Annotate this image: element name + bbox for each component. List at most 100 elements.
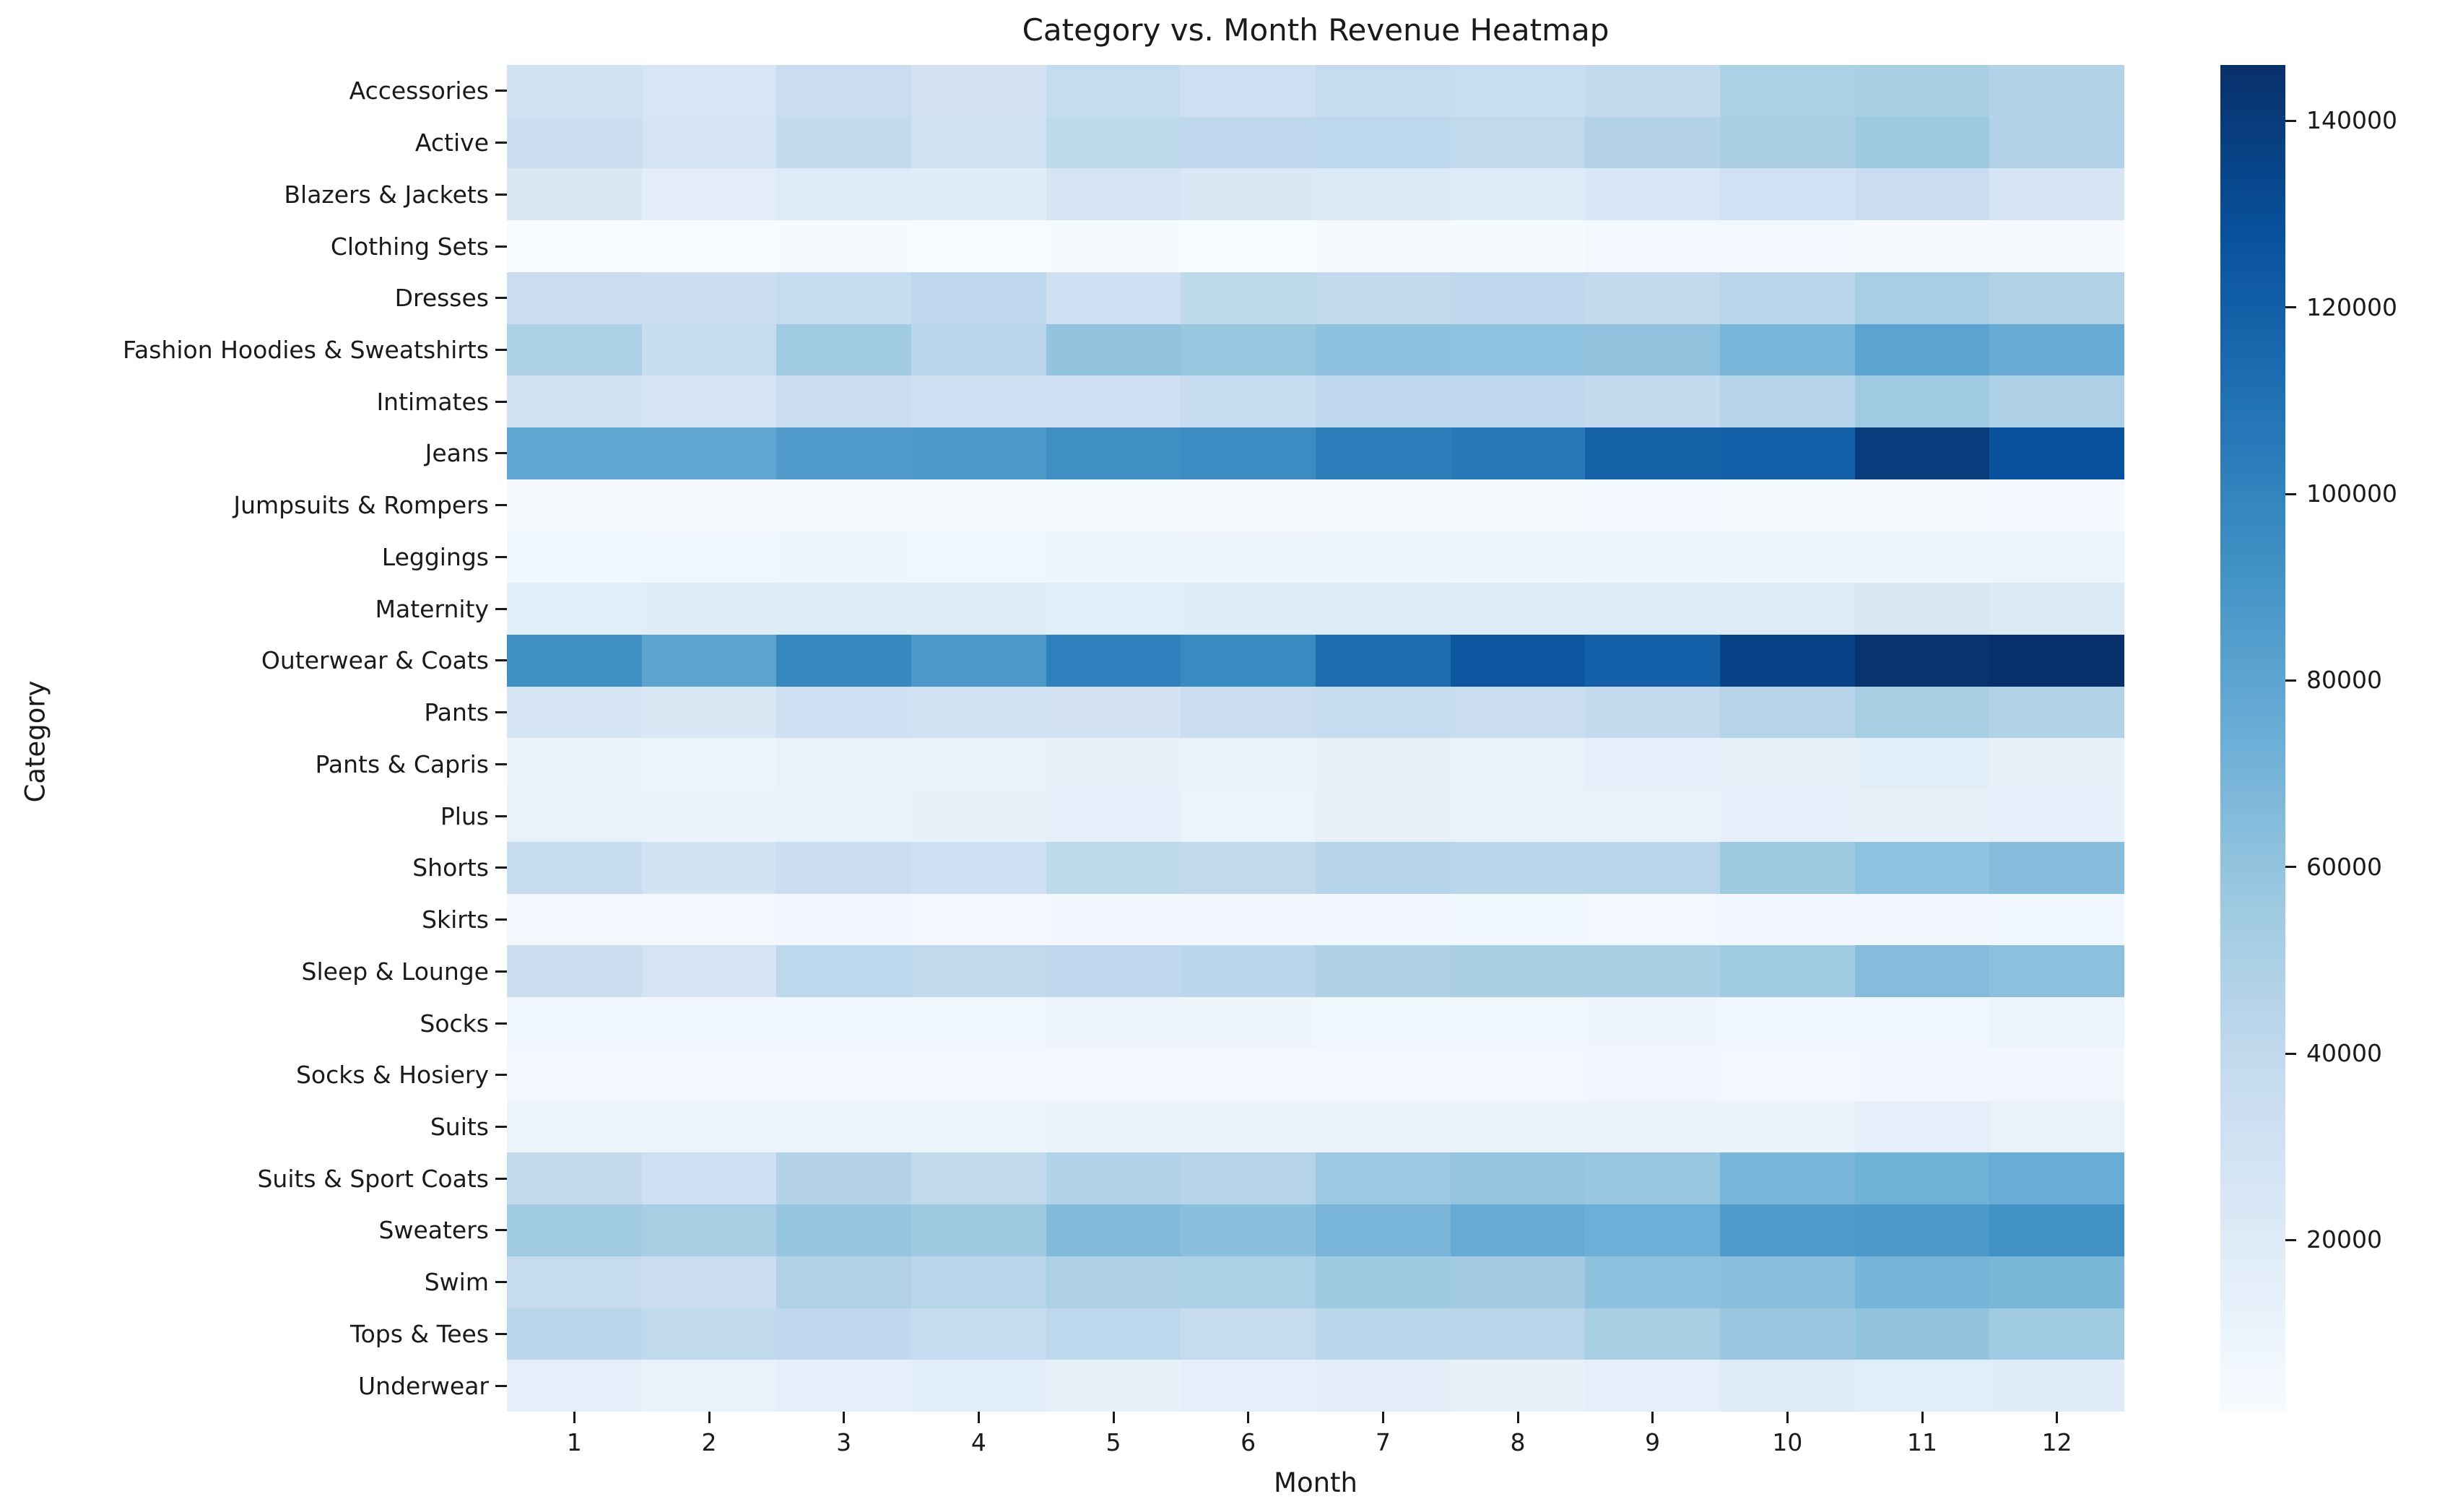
- heatmap-cell: [911, 1256, 1046, 1308]
- heatmap-cell: [1450, 1100, 1586, 1153]
- heatmap-cell: [1585, 1308, 1720, 1360]
- heatmap-cell: [507, 1308, 642, 1360]
- heatmap-cell: [776, 375, 911, 428]
- heatmap-cell: [1585, 168, 1720, 221]
- heatmap-cell: [1585, 116, 1720, 169]
- colorbar-tick-mark: [2285, 119, 2296, 122]
- heatmap-cell: [1854, 220, 1990, 272]
- heatmap-cell: [1989, 635, 2124, 687]
- heatmap-cell: [1046, 220, 1181, 272]
- heatmap-cell: [641, 323, 777, 376]
- heatmap-cell: [1046, 790, 1181, 842]
- colorbar-tick-label: 80000: [2306, 666, 2382, 695]
- y-tick-label: Intimates: [376, 387, 489, 416]
- chart-title: Category vs. Month Revenue Heatmap: [1022, 12, 1610, 48]
- y-tick-label: Clothing Sets: [330, 232, 489, 261]
- heatmap-cell: [1720, 65, 1855, 117]
- heatmap-cell: [1450, 997, 1586, 1049]
- heatmap-cell: [776, 427, 911, 479]
- heatmap-cell: [507, 997, 642, 1049]
- heatmap-cell: [1720, 1360, 1855, 1412]
- heatmap-cell: [1181, 479, 1316, 531]
- heatmap-cell: [1316, 738, 1451, 791]
- heatmap-cell: [911, 1308, 1046, 1360]
- y-tick-mark: [495, 762, 507, 765]
- heatmap-cell: [1046, 1204, 1181, 1256]
- heatmap-cell: [1181, 65, 1316, 117]
- heatmap-cell: [1854, 583, 1990, 635]
- heatmap-cell: [1585, 1360, 1720, 1412]
- heatmap-cell: [1046, 945, 1181, 998]
- heatmap-cell: [1450, 1308, 1586, 1360]
- y-tick-mark: [495, 1074, 507, 1077]
- colorbar-tick-label: 20000: [2306, 1225, 2382, 1254]
- heatmap-cell: [911, 738, 1046, 791]
- y-tick-mark: [495, 504, 507, 507]
- colorbar-tick-mark: [2285, 492, 2296, 495]
- heatmap-cell: [1316, 65, 1451, 117]
- heatmap-cell: [1989, 116, 2124, 169]
- heatmap-cell: [1854, 65, 1990, 117]
- heatmap-cell: [1720, 790, 1855, 842]
- heatmap-cell: [776, 323, 911, 376]
- heatmap-cell: [1181, 323, 1316, 376]
- heatmap-cell: [911, 220, 1046, 272]
- heatmap-cell: [1181, 1100, 1316, 1153]
- heatmap-cell: [1181, 997, 1316, 1049]
- heatmap-cell: [1720, 686, 1855, 739]
- heatmap-cell: [1316, 220, 1451, 272]
- x-tick-mark: [1381, 1412, 1384, 1423]
- heatmap-cell: [1450, 1360, 1586, 1412]
- heatmap-cell: [507, 790, 642, 842]
- heatmap-cell: [911, 479, 1046, 531]
- heatmap-cell: [1854, 531, 1990, 583]
- heatmap-cell: [1989, 997, 2124, 1049]
- heatmap-cell: [641, 220, 777, 272]
- heatmap-cell: [776, 271, 911, 324]
- heatmap-cell: [1989, 790, 2124, 842]
- heatmap-cell: [1854, 323, 1990, 376]
- heatmap-cell: [1854, 635, 1990, 687]
- heatmap-cell: [1046, 1100, 1181, 1153]
- x-tick-label: 8: [1510, 1428, 1526, 1456]
- y-tick-mark: [495, 1229, 507, 1232]
- y-tick-label: Fashion Hoodies & Sweatshirts: [123, 336, 489, 365]
- x-tick-label: 12: [2041, 1428, 2072, 1456]
- heatmap-cell: [1316, 1360, 1451, 1412]
- heatmap-cell: [1046, 635, 1181, 687]
- heatmap-cell: [1585, 635, 1720, 687]
- heatmap-cell: [507, 271, 642, 324]
- heatmap-cell: [1854, 686, 1990, 739]
- heatmap-cell: [507, 1152, 642, 1205]
- heatmap-cell: [1585, 427, 1720, 479]
- heatmap-cell: [507, 635, 642, 687]
- heatmap-cell: [641, 1048, 777, 1101]
- heatmap-cell: [1720, 1152, 1855, 1205]
- heatmap-cell: [1316, 427, 1451, 479]
- heatmap-cell: [507, 1256, 642, 1308]
- heatmap-cell: [1316, 893, 1451, 946]
- y-tick-mark: [495, 349, 507, 352]
- heatmap-cell: [1316, 1204, 1451, 1256]
- y-axis-title: Category: [19, 680, 51, 803]
- heatmap-cell: [1450, 531, 1586, 583]
- heatmap-cell: [1181, 168, 1316, 221]
- heatmap-cell: [911, 116, 1046, 169]
- heatmap-cell: [1181, 1048, 1316, 1101]
- heatmap-cell: [776, 790, 911, 842]
- heatmap-cell: [1720, 945, 1855, 998]
- heatmap-cell: [1316, 323, 1451, 376]
- heatmap-cell: [1989, 893, 2124, 946]
- heatmap-cell: [1450, 479, 1586, 531]
- heatmap-cell: [1585, 220, 1720, 272]
- heatmap-cell: [1989, 1048, 2124, 1101]
- heatmap-cell: [1989, 271, 2124, 324]
- heatmap-cell: [1316, 168, 1451, 221]
- heatmap-cell: [1181, 271, 1316, 324]
- heatmap-cell: [1989, 583, 2124, 635]
- y-tick-mark: [495, 297, 507, 300]
- x-tick-mark: [2056, 1412, 2059, 1423]
- heatmap-cell: [1854, 841, 1990, 894]
- heatmap-cell: [641, 1152, 777, 1205]
